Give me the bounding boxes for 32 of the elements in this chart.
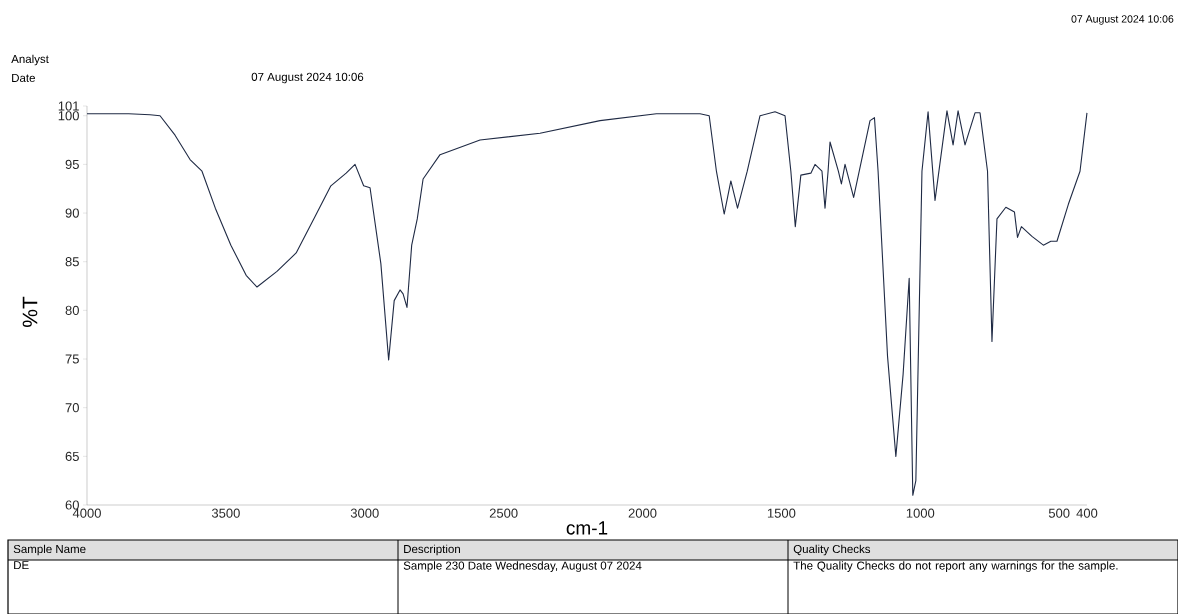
y-tick-label: 100 bbox=[58, 111, 79, 121]
x-axis-title: cm-1 bbox=[566, 521, 608, 535]
x-tick-label: 2500 bbox=[489, 508, 518, 518]
text: Sample 230 Date Wednesday, August 07 2024 bbox=[403, 561, 642, 572]
text: DE bbox=[14, 561, 29, 570]
x-tick-label: 400 bbox=[1076, 508, 1098, 518]
text: Analyst bbox=[11, 54, 49, 66]
y-tick-label: 90 bbox=[65, 208, 79, 218]
x-tick-label: 3000 bbox=[350, 508, 379, 518]
y-tick-label: 80 bbox=[65, 305, 79, 315]
x-tick-label: 3500 bbox=[211, 508, 240, 518]
y-tick-label: 65 bbox=[65, 451, 79, 461]
text: Sample Name bbox=[13, 544, 86, 556]
x-tick-label: 1000 bbox=[906, 508, 935, 518]
text: 07 August 2024 10:06 bbox=[251, 72, 364, 84]
x-tick-label: 1500 bbox=[767, 508, 796, 518]
y-tick-label: 70 bbox=[65, 403, 79, 413]
y-tick-label: 60 bbox=[65, 500, 79, 510]
text: The Quality Checks do not report any warnings for the sample. bbox=[793, 561, 1118, 572]
text: Description bbox=[404, 544, 460, 556]
y-tick-label: 75 bbox=[65, 354, 79, 364]
text: Quality Checks bbox=[793, 544, 871, 556]
y-tick-label: 101 bbox=[58, 101, 79, 111]
x-tick-label: 4000 bbox=[72, 508, 101, 518]
y-tick-label: 85 bbox=[65, 257, 79, 267]
y-tick-label: 95 bbox=[65, 159, 79, 169]
x-tick-label: 500 bbox=[1048, 508, 1070, 518]
text: 07 August 2024 10:06 bbox=[1071, 15, 1174, 25]
text: Date bbox=[12, 73, 35, 82]
line-series bbox=[86, 110, 1088, 496]
x-tick-label: 2000 bbox=[628, 508, 657, 518]
y-axis-title: %T bbox=[22, 296, 38, 327]
